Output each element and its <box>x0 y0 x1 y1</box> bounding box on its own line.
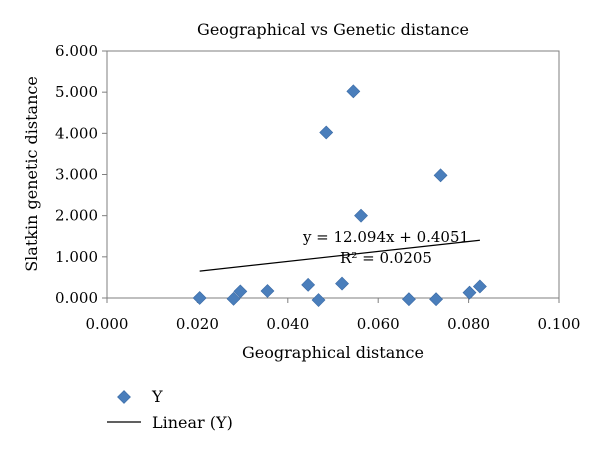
data-point <box>433 168 448 183</box>
x-tick-label: 0.020 <box>176 315 219 333</box>
y-tick-label: 4.000 <box>55 124 98 142</box>
y-tick-label: 0.000 <box>55 289 98 307</box>
data-point <box>462 285 477 300</box>
x-tick-label: 0.060 <box>357 315 400 333</box>
y-tick-label: 1.000 <box>55 248 98 266</box>
trendline-r-squared: R² = 0.0205 <box>340 249 432 267</box>
legend-label-linear: Linear (Y) <box>152 413 233 432</box>
y-tick-label: 2.000 <box>55 207 98 225</box>
y-tick-label: 3.000 <box>55 166 98 184</box>
data-point <box>402 292 416 307</box>
x-tick-label: 0.080 <box>447 315 490 333</box>
plot-area <box>106 50 560 299</box>
data-points <box>192 84 487 307</box>
y-tick-label: 6.000 <box>55 42 98 60</box>
y-axis-label: Slatkin genetic distance <box>22 76 41 272</box>
data-point <box>233 284 248 299</box>
y-axis-ticks: 0.000 1.000 2.000 3.000 4.000 5.000 6.000 <box>55 42 107 307</box>
data-point <box>319 125 334 140</box>
data-point <box>429 292 443 307</box>
y-tick-label: 5.000 <box>55 83 98 101</box>
data-point <box>346 84 361 99</box>
legend-label-y: Y <box>151 387 163 406</box>
x-axis-label: Geographical distance <box>242 343 424 362</box>
trendline <box>199 239 480 272</box>
data-point <box>260 284 275 298</box>
data-point <box>354 208 368 223</box>
x-tick-label: 0.000 <box>86 315 129 333</box>
chart-title: Geographical vs Genetic distance <box>197 20 469 39</box>
data-point <box>192 291 207 305</box>
plot-border <box>106 50 560 299</box>
data-point <box>335 276 349 291</box>
data-point <box>472 279 487 294</box>
x-tick-label: 0.040 <box>266 315 309 333</box>
trendline-equation: y = 12.094x + 0.4051 <box>302 228 469 246</box>
data-point <box>311 293 326 307</box>
legend-marker-y <box>117 390 131 404</box>
trendline-group <box>199 239 480 272</box>
x-axis-ticks: 0.000 0.020 0.040 0.060 0.080 0.100 <box>86 298 581 333</box>
legend: Y Linear (Y) <box>107 387 233 432</box>
data-point <box>301 277 316 292</box>
data-point <box>226 291 241 306</box>
x-tick-label: 0.100 <box>538 315 581 333</box>
